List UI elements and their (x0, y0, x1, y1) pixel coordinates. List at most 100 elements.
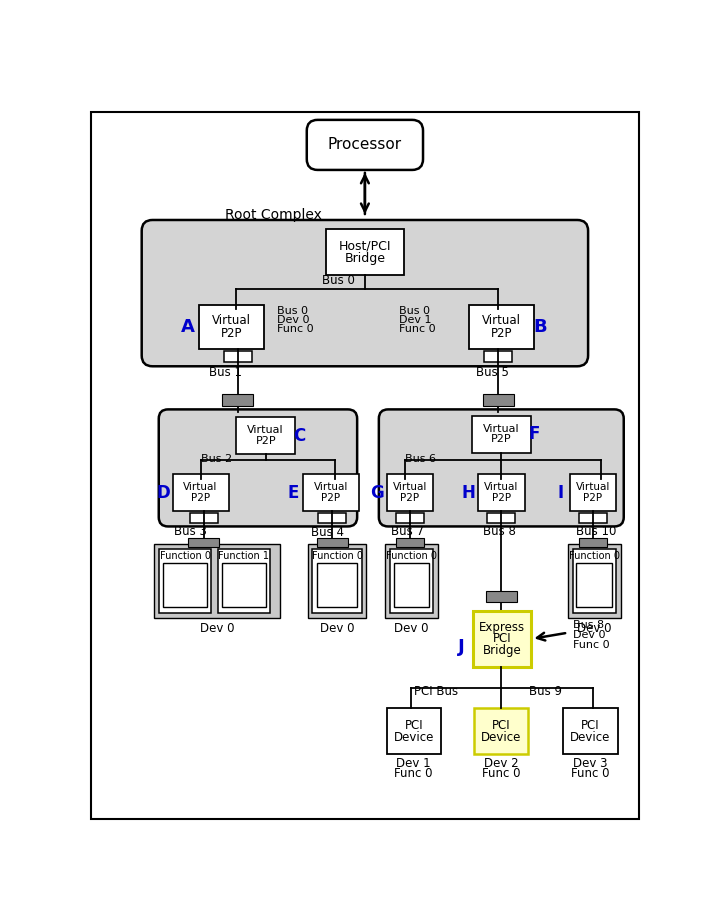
Text: Virtual: Virtual (392, 482, 427, 492)
Bar (394, 562, 429, 608)
Text: D: D (157, 483, 170, 502)
Bar (236, 417, 295, 454)
Text: PCI Bus: PCI Bus (414, 685, 459, 698)
Text: Host/PCI: Host/PCI (339, 240, 391, 253)
Text: Express: Express (479, 621, 525, 633)
Text: Bridge: Bridge (345, 252, 385, 265)
Text: Dev 1: Dev 1 (397, 757, 431, 770)
Text: Dev 0: Dev 0 (276, 315, 309, 325)
Bar (484, 351, 512, 361)
Bar (472, 416, 530, 453)
Bar (224, 351, 252, 361)
Text: Virtual: Virtual (575, 482, 610, 492)
Bar (389, 549, 433, 613)
Bar (473, 611, 530, 667)
Text: P2P: P2P (321, 493, 340, 502)
Bar (478, 474, 525, 511)
Text: Virtual: Virtual (313, 482, 348, 492)
Text: Func 0: Func 0 (399, 325, 436, 335)
Bar (487, 513, 515, 524)
Bar (579, 538, 607, 548)
Text: Virtual: Virtual (484, 482, 518, 492)
Bar (312, 549, 362, 613)
Text: Device: Device (394, 731, 434, 744)
Bar (317, 538, 348, 548)
Text: Func 0: Func 0 (572, 640, 609, 650)
Text: Dev 0: Dev 0 (394, 621, 429, 634)
Text: Bridge: Bridge (483, 644, 521, 656)
Text: Bus 3: Bus 3 (174, 525, 207, 538)
Bar (579, 513, 607, 524)
Text: Virtual: Virtual (483, 423, 520, 433)
Text: Bus 8: Bus 8 (483, 525, 515, 538)
Bar (570, 474, 616, 511)
Text: Bus 2: Bus 2 (201, 455, 231, 465)
Text: Bus 5: Bus 5 (476, 366, 509, 379)
Text: Dev 0: Dev 0 (572, 630, 605, 640)
Text: Bus 1: Bus 1 (209, 366, 242, 379)
Text: Dev 0: Dev 0 (199, 621, 234, 634)
Bar (474, 708, 528, 754)
Text: Function 0: Function 0 (159, 551, 211, 561)
Text: Dev 2: Dev 2 (484, 757, 518, 770)
Bar (222, 562, 266, 608)
Bar (190, 513, 218, 524)
Text: Virtual: Virtual (212, 314, 251, 327)
Text: P2P: P2P (400, 493, 419, 502)
Text: Virtual: Virtual (482, 314, 520, 327)
Text: Bus 8: Bus 8 (572, 620, 604, 630)
Bar (468, 304, 534, 349)
Text: Bus 9: Bus 9 (529, 685, 562, 698)
Text: Bus 10: Bus 10 (576, 525, 616, 538)
Bar (568, 544, 621, 618)
Bar (396, 513, 424, 524)
Bar (486, 591, 517, 602)
Text: P2P: P2P (191, 493, 210, 502)
Bar (572, 549, 616, 613)
Text: Dev 0: Dev 0 (577, 621, 612, 634)
Text: Func 0: Func 0 (482, 767, 520, 780)
Bar (308, 544, 367, 618)
Text: P2P: P2P (491, 326, 512, 339)
Text: Virtual: Virtual (247, 425, 284, 435)
Bar (318, 513, 346, 524)
Text: Bus 0: Bus 0 (399, 306, 430, 316)
Text: Func 0: Func 0 (394, 767, 433, 780)
Bar (326, 230, 404, 276)
Bar (303, 474, 359, 511)
FancyBboxPatch shape (379, 409, 624, 526)
Text: Function 0: Function 0 (386, 551, 437, 561)
Text: Func 0: Func 0 (571, 767, 609, 780)
FancyBboxPatch shape (142, 220, 588, 366)
Text: B: B (533, 318, 547, 336)
Text: Dev 3: Dev 3 (573, 757, 607, 770)
Text: Bus 0: Bus 0 (276, 306, 308, 316)
Text: E: E (288, 483, 299, 502)
Bar (483, 394, 513, 407)
Bar (159, 549, 211, 613)
Text: Func 0: Func 0 (276, 325, 313, 335)
Bar (577, 562, 612, 608)
Text: P2P: P2P (492, 493, 511, 502)
Text: PCI: PCI (581, 718, 600, 731)
Bar (387, 474, 433, 511)
Text: A: A (182, 318, 195, 336)
Text: P2P: P2P (256, 436, 276, 446)
Text: Virtual: Virtual (184, 482, 218, 492)
Text: Dev 0: Dev 0 (320, 621, 355, 634)
Text: Bus 4: Bus 4 (310, 526, 344, 539)
Bar (218, 549, 271, 613)
Bar (154, 544, 280, 618)
Bar (163, 562, 206, 608)
Text: Device: Device (570, 731, 611, 744)
Text: Bus 7: Bus 7 (392, 525, 424, 538)
Text: PCI: PCI (493, 632, 511, 645)
FancyBboxPatch shape (159, 409, 357, 526)
Text: Bus 0: Bus 0 (322, 274, 355, 287)
Bar (387, 708, 441, 754)
Text: PCI: PCI (492, 718, 511, 731)
Text: J: J (458, 638, 464, 656)
Text: Device: Device (481, 731, 521, 744)
Bar (188, 538, 219, 548)
Bar (396, 538, 424, 548)
